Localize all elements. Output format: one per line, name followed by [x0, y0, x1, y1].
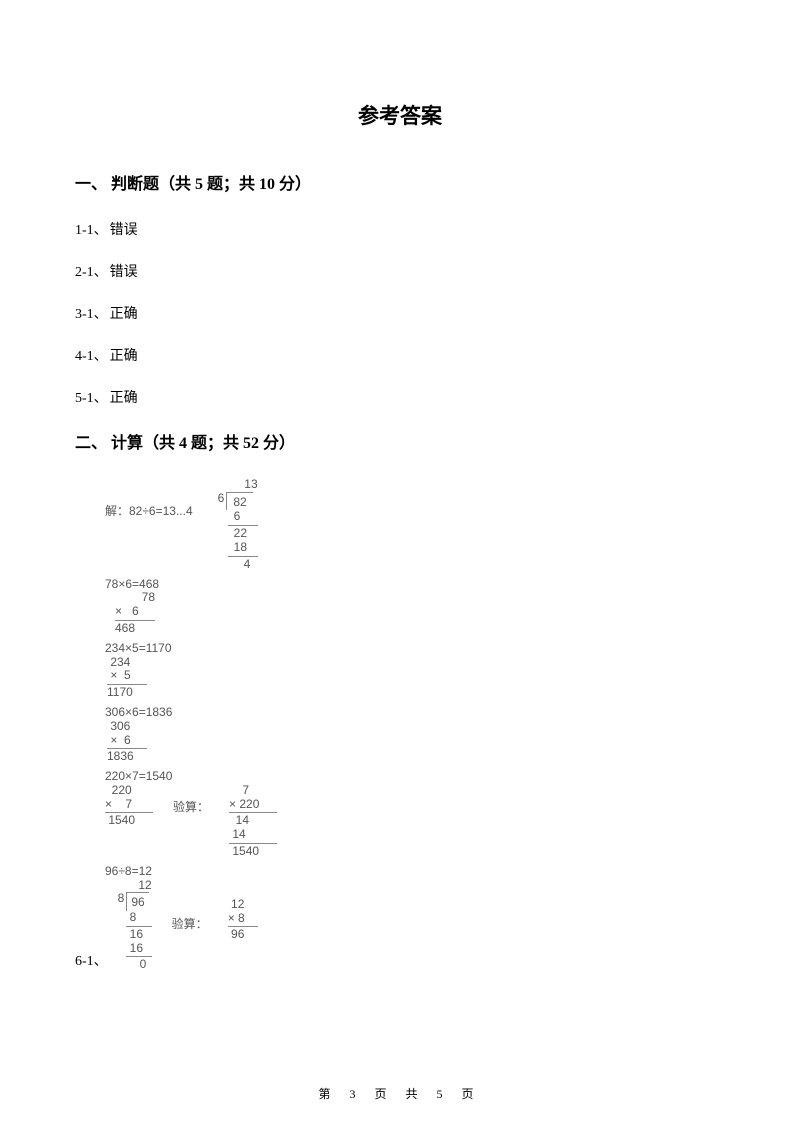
- page-footer: 第 3 页 共 5 页: [0, 1085, 800, 1102]
- quotient: 13: [218, 478, 258, 492]
- answer-label: 1-1、: [75, 219, 108, 239]
- problem-5: 220×7=1540 220 × 7 1540 验算： 7 × 220 14 1…: [105, 770, 725, 859]
- mult-top: 234: [107, 656, 147, 670]
- problem-6-label: 6-1、: [75, 953, 108, 972]
- mult-mid: × 5: [107, 669, 147, 683]
- answer-value: 正确: [110, 303, 138, 323]
- answer-3: 3-1、 正确: [75, 303, 725, 323]
- equation: 220×7=1540: [105, 770, 725, 784]
- problem-4: 306×6=1836 306 × 6 1836: [105, 706, 725, 764]
- check-top: 12: [228, 898, 258, 912]
- quotient: 12: [118, 879, 152, 893]
- check-top: 7: [229, 784, 277, 798]
- mult-mid: × 6: [107, 734, 147, 748]
- div-step: 16: [126, 928, 152, 942]
- page-title: 参考答案: [75, 100, 725, 130]
- equation: 306×6=1836: [105, 706, 725, 720]
- answer-2: 2-1、 错误: [75, 261, 725, 281]
- check-mid: × 8: [228, 912, 258, 926]
- answer-value: 正确: [110, 387, 138, 407]
- check-mid: × 220: [229, 798, 277, 812]
- check-label: 验算：: [173, 800, 209, 814]
- p1-prefix: 解：82÷6=13...4: [105, 504, 193, 518]
- mult-top: 220: [105, 784, 153, 798]
- answer-4: 4-1、 正确: [75, 345, 725, 365]
- answer-5: 5-1、 正确: [75, 387, 725, 407]
- div-step: 6: [228, 510, 258, 524]
- mult-result: 1540: [105, 814, 153, 828]
- check-label: 验算：: [172, 917, 208, 931]
- answer-value: 错误: [110, 261, 138, 281]
- div-step: 22: [228, 527, 258, 541]
- mult-result: 1170: [107, 686, 147, 700]
- answer-value: 正确: [110, 345, 138, 365]
- equation: 234×5=1170: [105, 642, 725, 656]
- mult-top: 306: [107, 720, 147, 734]
- divisor: 6: [218, 492, 227, 511]
- equation: 96÷8=12: [105, 865, 725, 879]
- equation: 78×6=468: [105, 578, 725, 592]
- mult-mid: × 7: [105, 798, 153, 812]
- answer-label: 2-1、: [75, 261, 108, 281]
- dividend: 82: [233, 495, 246, 509]
- answer-value: 错误: [110, 219, 138, 239]
- problem-2: 78×6=468 78 × 6 468: [105, 578, 725, 636]
- dividend: 96: [131, 895, 144, 909]
- mult-result: 468: [115, 622, 155, 636]
- div-step: 4: [228, 558, 258, 572]
- answer-label: 4-1、: [75, 345, 108, 365]
- divisor: 8: [118, 892, 127, 911]
- answer-1: 1-1、 错误: [75, 219, 725, 239]
- check-l1: 14: [229, 814, 277, 828]
- answer-label: 3-1、: [75, 303, 108, 323]
- check-result: 96: [228, 928, 258, 942]
- section1-header: 一、 判断题（共 5 题；共 10 分）: [75, 170, 725, 194]
- problem-6: 96÷8=12 6-1、 12 8 96 8 16 16 0: [105, 865, 725, 972]
- div-step: 0: [126, 958, 152, 972]
- calculations: 解：82÷6=13...4 13 6 82 6 22 18 4 78×6=468: [105, 478, 725, 972]
- div-step: 18: [228, 541, 258, 555]
- mult-result: 1836: [107, 750, 147, 764]
- problem-1: 解：82÷6=13...4 13 6 82 6 22 18 4: [105, 478, 725, 572]
- check-result: 1540: [229, 845, 277, 859]
- mult-mid: × 6: [115, 605, 155, 619]
- mult-top: 78: [115, 591, 155, 605]
- problem-3: 234×5=1170 234 × 5 1170: [105, 642, 725, 700]
- div-step: 16: [126, 942, 152, 956]
- check-l2: 14: [229, 828, 277, 842]
- answer-label: 5-1、: [75, 387, 108, 407]
- div-step: 8: [126, 911, 152, 925]
- section2-header: 二、 计算（共 4 题；共 52 分）: [75, 429, 725, 453]
